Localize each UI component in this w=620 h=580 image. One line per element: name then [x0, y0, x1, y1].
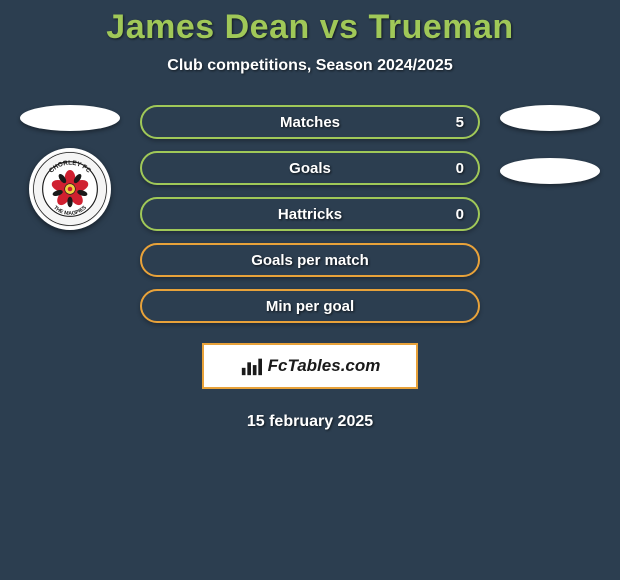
player-photo-placeholder — [500, 105, 600, 131]
player-photo-placeholder — [20, 105, 120, 131]
stat-bar-min-per-goal: Min per goal — [140, 289, 480, 323]
stat-label: Goals — [289, 160, 331, 177]
stat-bar-goals-per-match: Goals per match — [140, 243, 480, 277]
stats-column: Matches 5 Goals 0 Hattricks 0 Goals per … — [140, 105, 480, 431]
stat-value-right: 0 — [456, 206, 464, 223]
stat-bar-hattricks: Hattricks 0 — [140, 197, 480, 231]
page-subtitle: Club competitions, Season 2024/2025 — [0, 57, 620, 75]
date-label: 15 february 2025 — [247, 413, 373, 431]
brand-text: FcTables.com — [268, 356, 381, 376]
bar-chart-icon — [240, 355, 262, 377]
stat-value-right: 0 — [456, 160, 464, 177]
right-player-column — [500, 105, 600, 184]
club-badge-chorley: CHORLEY FC THE MAGPIES — [29, 148, 111, 230]
brand-logo-box: FcTables.com — [202, 343, 418, 389]
stat-label: Hattricks — [278, 206, 342, 223]
stat-bar-matches: Matches 5 — [140, 105, 480, 139]
stat-bar-goals: Goals 0 — [140, 151, 480, 185]
stat-value-right: 5 — [456, 114, 464, 131]
left-player-column: CHORLEY FC THE MAGPIES — [20, 105, 120, 230]
club-badge-placeholder — [500, 158, 600, 184]
stat-label: Matches — [280, 114, 340, 131]
stat-label: Min per goal — [266, 298, 354, 315]
club-badge-svg: CHORLEY FC THE MAGPIES — [32, 151, 108, 227]
stat-label: Goals per match — [251, 252, 369, 269]
main-row: CHORLEY FC THE MAGPIES — [0, 105, 620, 431]
comparison-infographic: James Dean vs Trueman Club competitions,… — [0, 0, 620, 580]
page-title: James Dean vs Trueman — [0, 0, 620, 47]
